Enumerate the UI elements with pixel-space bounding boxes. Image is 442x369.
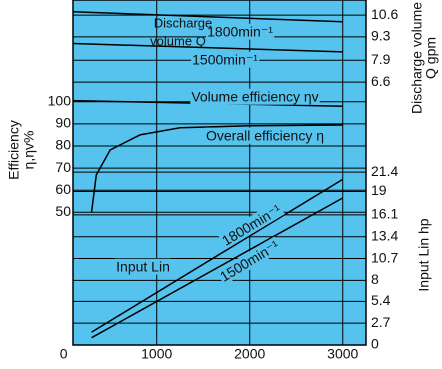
- y2-tick-label: 5.4: [371, 292, 391, 308]
- series-line: [91, 197, 344, 339]
- plot-border: [72, 0, 367, 346]
- y2-tick-label: 19: [371, 182, 387, 198]
- y-tick-label: 70: [55, 159, 71, 175]
- series-label: 1500min⁻¹: [192, 52, 258, 68]
- y2-tick-label: 8: [371, 271, 379, 287]
- y2-axis-title: Input Lin hp: [416, 218, 432, 291]
- y3-tick-label: 9.3: [371, 28, 391, 44]
- y2-tick-label: 13.4: [371, 227, 398, 243]
- series-line: [90, 124, 343, 212]
- annotation: volume Q: [150, 33, 206, 48]
- annotation: Input Lin: [116, 259, 170, 275]
- y-tick-label: 80: [55, 137, 71, 153]
- y2-tick-label: 0: [371, 336, 379, 352]
- label-background: [204, 127, 326, 144]
- series-line: [72, 42, 343, 53]
- x-tick-label: 3000: [327, 346, 358, 362]
- y-axis-title: η,ηv%: [21, 131, 37, 170]
- label-background: [218, 200, 285, 250]
- y2-tick-label: 16.1: [371, 206, 398, 222]
- y2-tick-label: 2.7: [371, 314, 391, 330]
- series-label: Volume efficiency ηv: [191, 89, 318, 105]
- y3-tick-label: 10.6: [371, 6, 398, 22]
- x-tick-label: 2000: [234, 346, 265, 362]
- label-background: [206, 23, 275, 40]
- annotation: Discharge: [154, 15, 213, 30]
- y-tick-label: 60: [55, 181, 71, 197]
- label-background: [191, 51, 260, 68]
- label-background: [216, 236, 283, 286]
- y3-tick-label: 7.9: [371, 51, 391, 67]
- series-label: Overall efficiency η: [206, 128, 324, 144]
- label-background: [115, 258, 171, 275]
- y2-tick-label: 10.7: [371, 249, 398, 265]
- x-tick-label: 1000: [141, 346, 172, 362]
- y2-tick-label: 21.4: [371, 163, 398, 179]
- y3-axis-title: Q gpm: [423, 37, 439, 79]
- x-tick-label: 0: [60, 346, 68, 362]
- label-background: [190, 88, 320, 105]
- series-line: [91, 178, 344, 333]
- y-axis-title: Efficiency: [6, 120, 22, 180]
- series-line: [72, 10, 343, 23]
- y3-axis-title: Discharge volume: [409, 2, 425, 114]
- y3-tick-label: 6.6: [371, 73, 391, 89]
- y-tick-label: 90: [55, 115, 71, 131]
- series-label: 1800min⁻¹: [207, 24, 273, 40]
- y-tick-label: 50: [55, 203, 71, 219]
- y-tick-label: 100: [48, 92, 72, 108]
